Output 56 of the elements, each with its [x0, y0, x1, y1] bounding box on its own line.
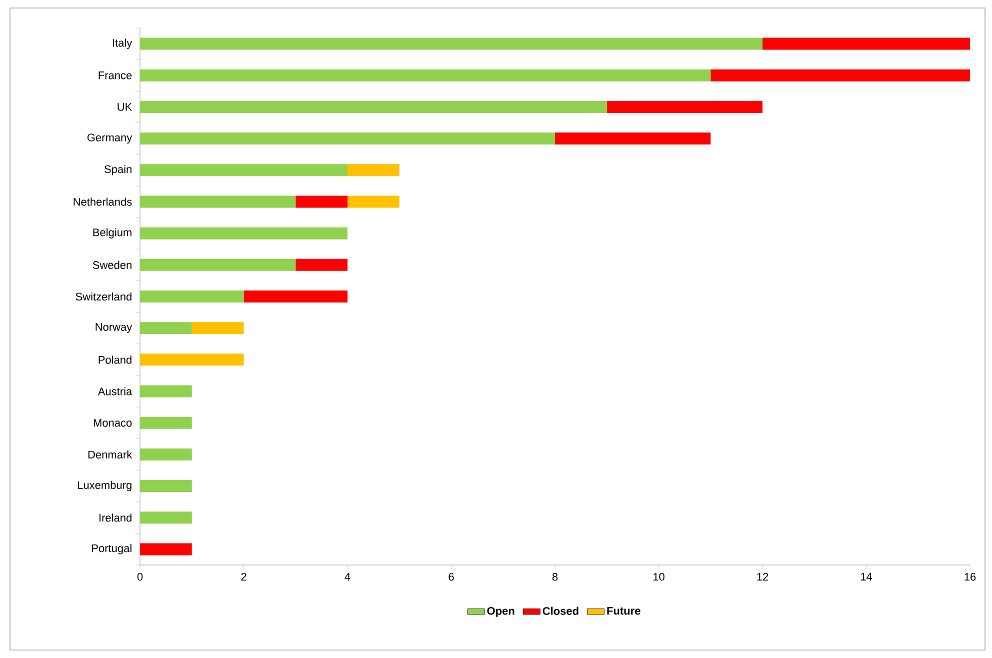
bar	[140, 164, 348, 176]
y-tick-label: Netherlands	[74, 198, 132, 206]
bar	[296, 196, 348, 208]
x-tick-label: 16	[964, 572, 976, 581]
y-tick-label: Germany	[87, 134, 132, 144]
bar	[140, 354, 244, 366]
x-tick-label: 10	[653, 572, 664, 581]
bar	[140, 512, 192, 524]
y-tick-label: Switzerland	[76, 292, 132, 301]
x-tick-label: 6	[448, 572, 454, 581]
bar	[140, 132, 556, 145]
bar	[710, 69, 970, 82]
bar	[140, 227, 348, 240]
bar	[348, 196, 400, 208]
bar	[762, 38, 970, 50]
y-tick-label: Denmark	[88, 450, 132, 458]
bar	[192, 322, 244, 334]
bar	[140, 69, 711, 82]
x-tick-label: 12	[757, 572, 768, 581]
bar	[140, 290, 244, 302]
x-tick-label: 4	[344, 572, 350, 580]
x-tick-label: 0	[137, 572, 143, 581]
bar	[140, 322, 192, 334]
bar	[348, 164, 400, 176]
y-tick-label: Austria	[98, 387, 132, 396]
bar	[140, 448, 192, 460]
bar	[140, 38, 763, 50]
legend-label: Future	[607, 607, 640, 615]
y-tick-label: Norway	[96, 323, 132, 334]
y-tick-label: Sweden	[92, 260, 132, 269]
y-tick-label: UK	[118, 103, 132, 111]
bar	[244, 290, 348, 302]
y-tick-label: Belgium	[93, 228, 132, 238]
bar	[140, 385, 192, 398]
bar	[140, 258, 296, 271]
bar	[140, 100, 607, 113]
bar	[140, 543, 192, 556]
x-tick-label: 8	[552, 572, 558, 581]
y-tick-label: Poland	[98, 356, 132, 364]
bar	[140, 480, 192, 492]
legend-label: Closed	[542, 606, 578, 615]
bar	[606, 100, 763, 113]
x-tick-label: 14	[860, 572, 872, 580]
y-tick-label: Luxemburg	[78, 480, 132, 492]
bar	[140, 196, 296, 208]
y-tick-label: Ireland	[100, 514, 132, 522]
bar	[555, 132, 711, 145]
y-tick-label: Portugal	[92, 544, 132, 554]
y-tick-label: Spain	[104, 165, 132, 176]
y-tick-label: Italy	[112, 38, 132, 49]
y-tick-label: France	[98, 72, 132, 80]
y-tick-label: Monaco	[94, 419, 132, 427]
bar	[296, 258, 348, 271]
x-tick-label: 2	[241, 572, 246, 581]
bar	[140, 416, 192, 429]
legend-label: Open	[487, 606, 514, 617]
